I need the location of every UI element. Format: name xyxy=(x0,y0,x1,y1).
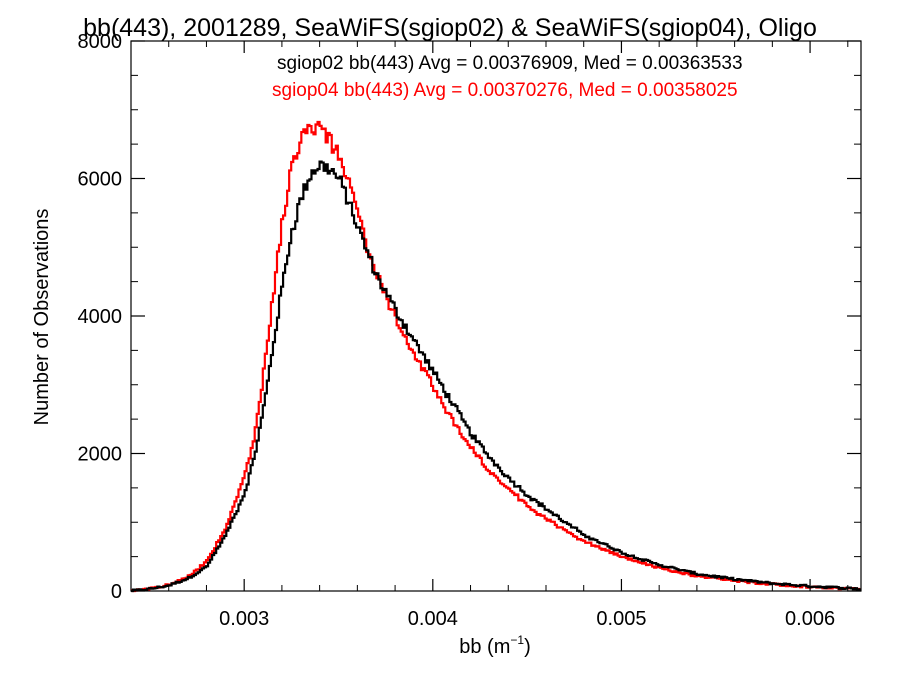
legend-entry-sgiop02: sgiop02 bb(443) Avg = 0.00376909, Med = … xyxy=(277,53,743,74)
x-tick-label: 0.005 xyxy=(596,608,646,630)
x-axis-label-main: bb (m xyxy=(459,636,510,658)
y-tick-label: 2000 xyxy=(78,444,123,466)
y-tick-label: 0 xyxy=(111,581,122,603)
series-layer xyxy=(131,120,861,593)
plot-frame xyxy=(130,40,862,592)
x-tick-label: 0.003 xyxy=(219,608,269,630)
series-line-sgiop04 xyxy=(131,120,861,593)
x-axis-label-superscript: −1 xyxy=(510,633,524,647)
y-axis-label: Number of Observations xyxy=(31,209,53,426)
series-line-sgiop02 xyxy=(131,160,861,593)
plot-area-border xyxy=(130,40,862,592)
x-axis-label-close: ) xyxy=(524,636,531,658)
legend-entry-sgiop04: sgiop04 bb(443) Avg = 0.00370276, Med = … xyxy=(272,80,738,101)
x-axis-label: bb (m−1) xyxy=(459,633,530,658)
ticks-layer: 0.003 0.004 0.005 0.006 0 2000 4000 6000 8000 xyxy=(78,31,861,630)
x-tick-label: 0.004 xyxy=(408,608,458,630)
y-tick-label: 6000 xyxy=(78,169,123,191)
y-tick-label: 4000 xyxy=(78,306,123,328)
chart-title: bb(443), 2001289, SeaWiFS(sgiop02) & Sea… xyxy=(83,14,817,42)
x-tick-label: 0.006 xyxy=(785,608,835,630)
y-tick-label: 8000 xyxy=(78,31,123,53)
